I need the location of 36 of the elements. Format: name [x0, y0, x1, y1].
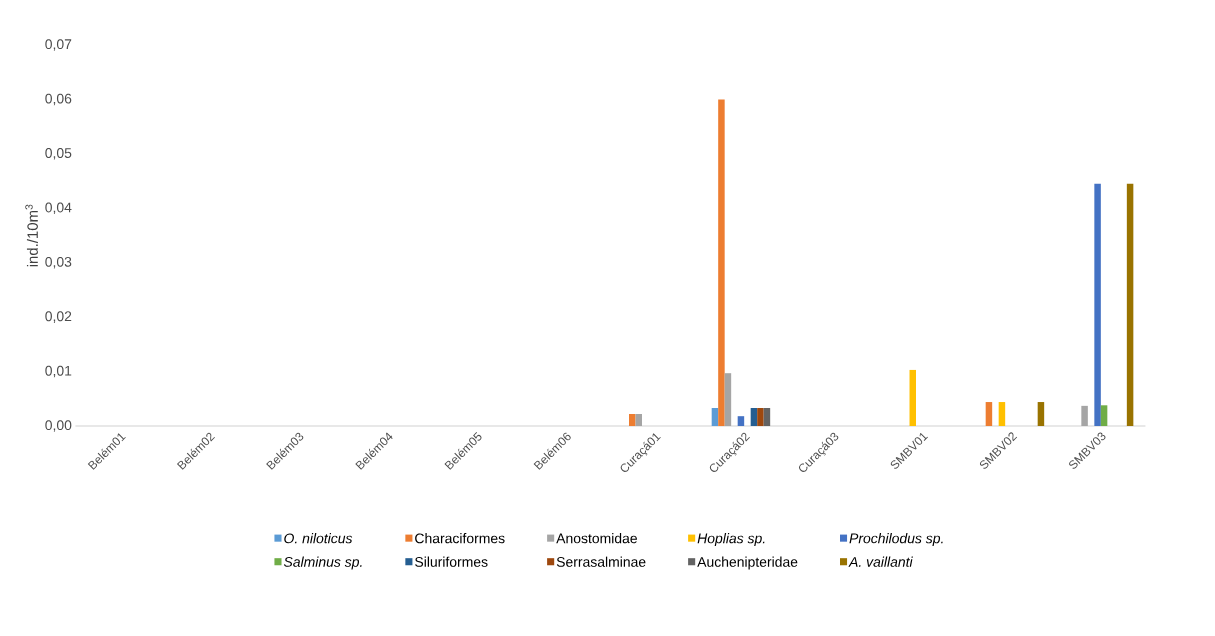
y-tick-label: 0,07 — [45, 39, 72, 51]
bar — [718, 99, 725, 426]
legend-label: Auchenipteridae — [697, 556, 798, 570]
y-tick-label: 0,04 — [45, 202, 72, 215]
y-tick-label: 0,05 — [45, 148, 72, 160]
y-tick-label: 0,01 — [45, 365, 72, 378]
legend-label: Hoplias sp. — [697, 533, 765, 547]
legend-label: Salminus sp. — [283, 556, 362, 570]
legend-label: Serrasalminae — [556, 556, 646, 567]
legend-label: Characiformes — [415, 533, 505, 544]
bar — [1100, 405, 1108, 426]
bar — [998, 402, 1006, 426]
y-axis-title: ind./10m$^{3}$ — [25, 204, 38, 267]
legend-label: Anostomidae — [556, 533, 637, 544]
bar — [1081, 405, 1088, 426]
bar — [763, 408, 771, 426]
bar — [1037, 402, 1045, 426]
bar — [985, 402, 993, 426]
bar — [737, 416, 745, 426]
bar — [1126, 183, 1134, 426]
legend-label: Prochilodus sp. — [849, 533, 943, 547]
bar — [1094, 183, 1101, 426]
bar — [711, 408, 719, 426]
bar — [629, 414, 636, 426]
bar — [750, 408, 758, 426]
y-tick-label: 0,03 — [45, 256, 72, 269]
legend-label: A. vaillanti — [848, 556, 913, 567]
y-tick-label: 0,02 — [45, 311, 72, 323]
legend-label: Siluriformes — [415, 556, 488, 567]
bar — [724, 373, 732, 426]
bar — [757, 408, 764, 426]
bar — [909, 369, 917, 426]
y-tick-label: 0,06 — [45, 93, 72, 106]
bar — [635, 414, 643, 426]
y-tick-label: 0,00 — [45, 420, 72, 432]
legend-label: O. niloticus — [284, 533, 353, 544]
